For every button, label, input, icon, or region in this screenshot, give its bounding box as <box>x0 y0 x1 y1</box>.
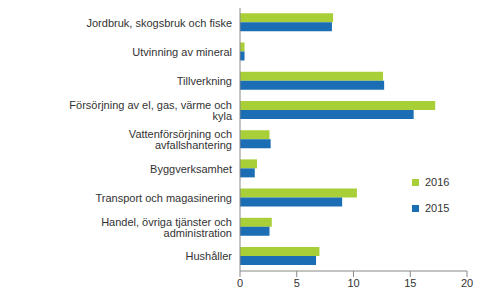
svg-text:Försörjning av el, gas, värme: Försörjning av el, gas, värme ochkyla <box>69 99 233 122</box>
svg-text:Transport och magasinering: Transport och magasinering <box>95 192 232 204</box>
svg-text:Utvinning av mineral: Utvinning av mineral <box>132 46 232 58</box>
svg-text:Hushåller: Hushåller <box>186 250 233 262</box>
svg-text:Jordbruk, skogsbruk och fiske: Jordbruk, skogsbruk och fiske <box>86 17 232 29</box>
svg-text:10: 10 <box>347 277 359 289</box>
svg-text:Tillverkning: Tillverkning <box>177 75 232 87</box>
svg-text:Byggverksamhet: Byggverksamhet <box>150 163 232 175</box>
svg-text:Vattenförsörjning ochavfallsha: Vattenförsörjning ochavfallshantering <box>129 128 232 151</box>
svg-text:5: 5 <box>294 277 300 289</box>
svg-text:15: 15 <box>404 277 416 289</box>
svg-text:20: 20 <box>461 277 473 289</box>
svg-text:Handel, övriga tjänster ochadm: Handel, övriga tjänster ochadministratio… <box>101 216 232 239</box>
svg-text:0: 0 <box>237 277 243 289</box>
html-text:2015: 2015 <box>425 202 450 214</box>
html-text:2016: 2016 <box>425 176 450 188</box>
